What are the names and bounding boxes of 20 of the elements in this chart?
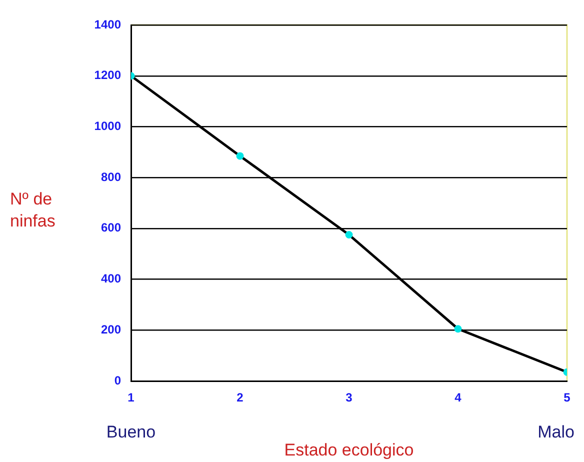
y-tick-label: 1200 bbox=[94, 68, 122, 82]
y-tick-label: 400 bbox=[100, 272, 122, 286]
point bbox=[236, 152, 244, 160]
x-axis-title: Estado ecológico bbox=[284, 440, 414, 460]
y-tick-label: 800 bbox=[100, 170, 122, 184]
y-tick-label: 0 bbox=[114, 373, 122, 388]
x-tick-label: 5 bbox=[564, 390, 571, 405]
x-tick-label: 4 bbox=[454, 390, 462, 405]
x-tick-label: 2 bbox=[236, 390, 244, 405]
y-tick-label: 1000 bbox=[94, 119, 122, 134]
point bbox=[345, 231, 353, 239]
point bbox=[454, 325, 462, 333]
y-axis-title: Nº de ninfas bbox=[10, 190, 56, 231]
x-tick-label: 3 bbox=[346, 390, 353, 405]
y-tick-label: 1400 bbox=[94, 17, 122, 32]
text: Bueno bbox=[106, 422, 156, 442]
x-tick-label: 1 bbox=[128, 390, 135, 405]
text: Malo bbox=[538, 422, 574, 442]
y-tick-label: 600 bbox=[100, 220, 122, 235]
y-tick-label: 200 bbox=[100, 322, 122, 336]
